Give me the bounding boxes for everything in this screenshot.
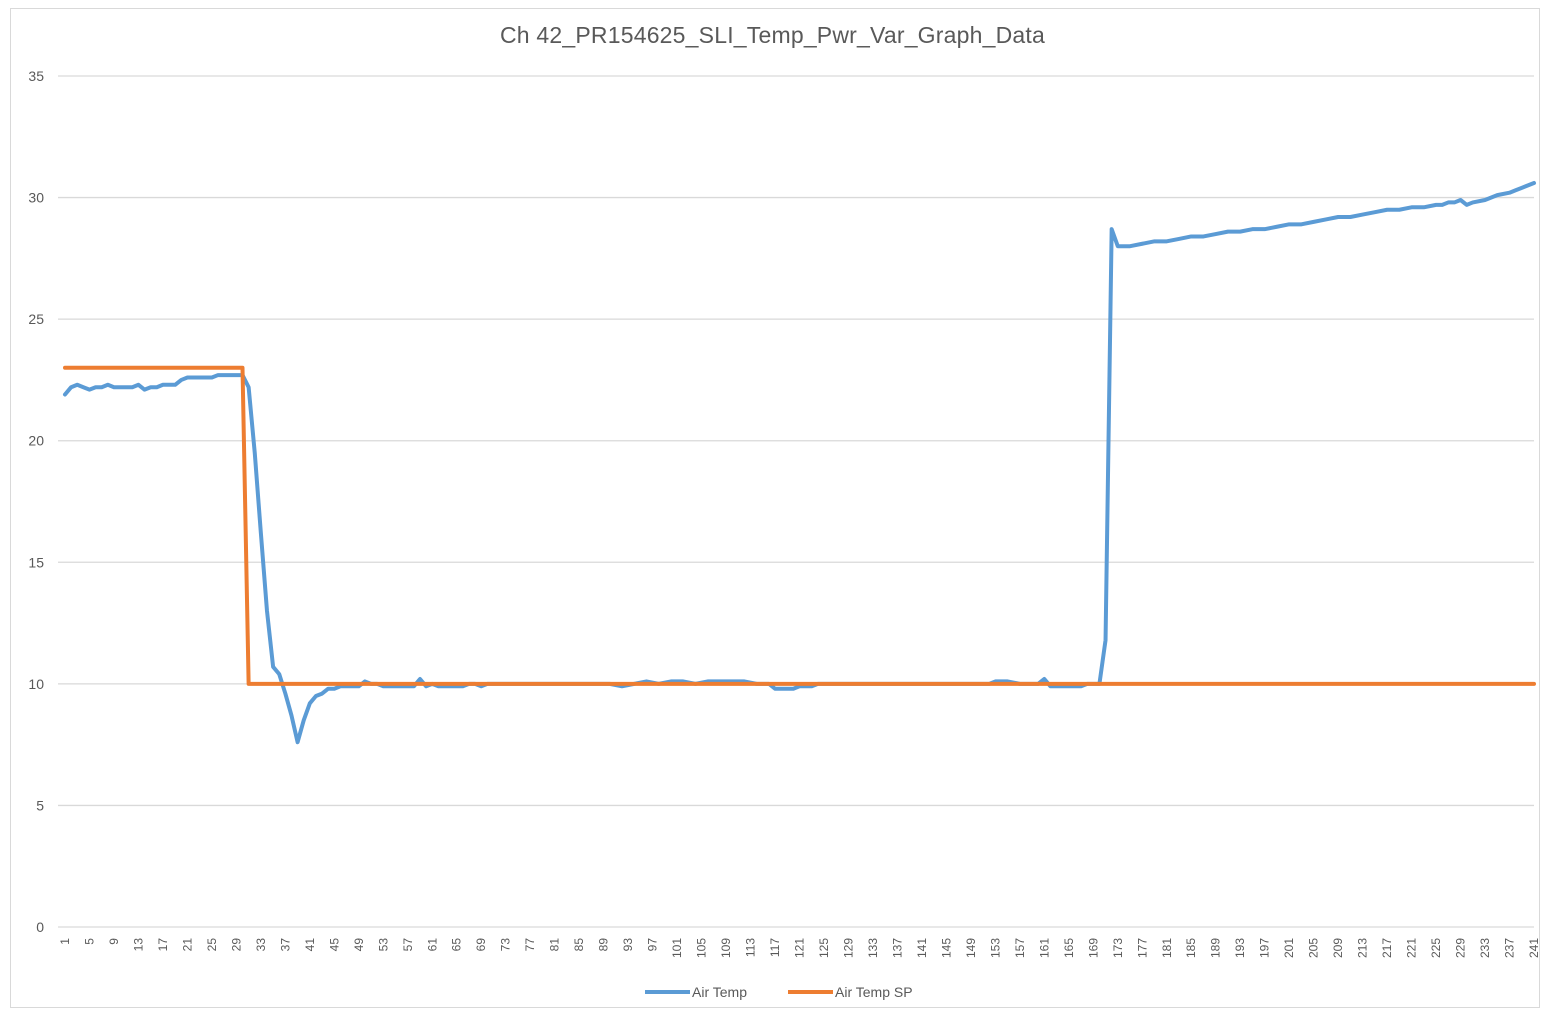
x-axis-tick-labels: 1 5 9 13 17 21 25 29 33 37 41 45 49 53 57 61 65 69 73 77 81 8… [58, 938, 1541, 958]
x-tick-label: 181 [1160, 938, 1174, 958]
x-tick-label: 13 [131, 938, 145, 952]
x-tick-label: 149 [964, 938, 978, 958]
x-tick-label: 213 [1356, 938, 1370, 958]
x-tick-label: 129 [841, 938, 855, 958]
x-tick-label: 57 [401, 938, 415, 952]
x-tick-label: 69 [474, 938, 488, 952]
x-tick-label: 65 [450, 938, 464, 952]
x-tick-label: 137 [890, 938, 904, 958]
y-tick-label: 0 [36, 919, 44, 935]
x-tick-label: 205 [1307, 938, 1321, 958]
x-tick-label: 29 [229, 938, 243, 952]
x-tick-label: 41 [303, 938, 317, 952]
x-tick-label: 61 [425, 938, 439, 952]
x-tick-label: 9 [107, 938, 121, 945]
y-tick-label: 20 [28, 433, 44, 449]
x-tick-label: 233 [1478, 938, 1492, 958]
series-lines [63, 180, 1536, 745]
y-tick-label: 10 [28, 676, 44, 692]
x-tick-label: 77 [523, 938, 537, 952]
x-tick-label: 189 [1209, 938, 1223, 958]
legend-label: Air Temp SP [835, 984, 913, 1000]
x-tick-label: 109 [719, 938, 733, 958]
series-line-air-temp-sp [63, 365, 1536, 686]
x-tick-label: 5 [82, 938, 96, 945]
x-tick-label: 217 [1380, 938, 1394, 958]
x-tick-label: 153 [988, 938, 1002, 958]
x-tick-label: 21 [180, 938, 194, 952]
x-tick-label: 53 [376, 938, 390, 952]
legend: Air Temp Air Temp SP [645, 984, 913, 1000]
x-tick-label: 33 [254, 938, 268, 952]
x-tick-label: 221 [1405, 938, 1419, 958]
x-tick-label: 237 [1503, 938, 1517, 958]
x-tick-label: 157 [1013, 938, 1027, 958]
x-tick-label: 101 [670, 938, 684, 958]
x-tick-label: 193 [1233, 938, 1247, 958]
x-tick-label: 49 [352, 938, 366, 952]
x-tick-label: 197 [1258, 938, 1272, 958]
chart-frame [10, 8, 1540, 1008]
x-tick-label: 113 [744, 938, 758, 957]
x-tick-label: 165 [1062, 938, 1076, 958]
y-tick-label: 30 [28, 190, 44, 206]
x-tick-label: 225 [1429, 938, 1443, 958]
x-tick-label: 177 [1135, 938, 1149, 958]
x-tick-label: 105 [695, 938, 709, 958]
x-tick-label: 185 [1184, 938, 1198, 958]
x-tick-label: 1 [58, 938, 72, 945]
x-tick-label: 161 [1037, 938, 1051, 958]
x-tick-label: 241 [1527, 938, 1541, 958]
x-tick-label: 209 [1331, 938, 1345, 958]
x-tick-label: 81 [548, 938, 562, 952]
y-tick-label: 5 [36, 797, 44, 813]
x-tick-label: 173 [1111, 938, 1125, 958]
gridlines [58, 75, 1534, 928]
x-tick-label: 133 [866, 938, 880, 958]
chart-title: Ch 42_PR154625_SLI_Temp_Pwr_Var_Graph_Da… [500, 22, 1045, 48]
y-tick-label: 25 [28, 311, 44, 327]
y-tick-label: 15 [28, 554, 44, 570]
x-tick-label: 125 [817, 938, 831, 958]
x-tick-label: 25 [205, 938, 219, 952]
x-tick-label: 117 [768, 938, 782, 957]
x-tick-label: 229 [1454, 938, 1468, 958]
x-tick-label: 141 [915, 938, 929, 958]
x-tick-label: 93 [621, 938, 635, 952]
x-tick-label: 85 [572, 938, 586, 952]
x-tick-label: 145 [939, 938, 953, 958]
x-tick-label: 121 [793, 938, 807, 958]
x-tick-label: 201 [1282, 938, 1296, 958]
series-line-air-temp [63, 180, 1536, 745]
x-tick-label: 89 [597, 938, 611, 952]
x-tick-label: 45 [327, 938, 341, 952]
x-tick-label: 73 [499, 938, 513, 952]
y-tick-label: 35 [28, 68, 44, 84]
x-tick-label: 17 [156, 938, 170, 952]
legend-label: Air Temp [692, 984, 747, 1000]
x-tick-label: 169 [1086, 938, 1100, 958]
x-tick-label: 97 [646, 938, 660, 952]
x-tick-label: 37 [278, 938, 292, 952]
y-axis-tick-labels: 0 5 10 15 20 25 30 35 [28, 68, 44, 935]
